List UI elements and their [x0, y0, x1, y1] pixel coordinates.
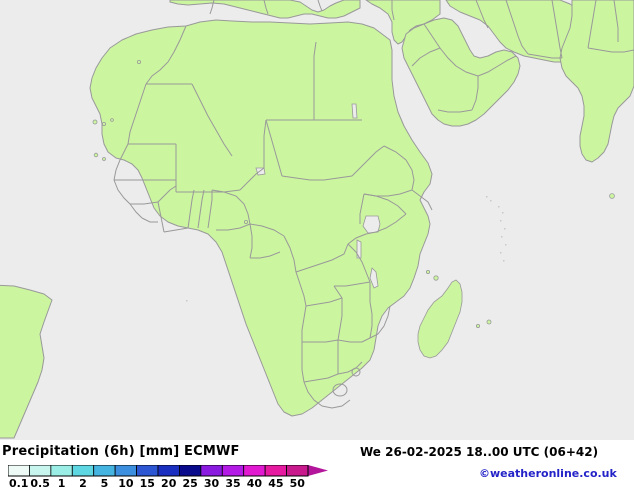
landmass-south-america: [0, 284, 53, 439]
colorbar-tick-label: 30: [204, 477, 220, 489]
country-eswatini: [351, 367, 361, 377]
colorbar-segment[interactable]: [93, 465, 116, 477]
colorbar-segment[interactable]: [8, 465, 30, 477]
island-sri-lanka: [609, 193, 615, 199]
colorbar-tick-label: 15: [140, 477, 155, 489]
map-panel[interactable]: [0, 0, 634, 440]
copyright-credit: ©weatheronline.co.uk: [479, 467, 617, 480]
colorbar-overflow-arrow: [308, 465, 328, 476]
country-lesotho: [332, 383, 348, 397]
colorbar-segment[interactable]: [264, 465, 287, 477]
colorbar-segment[interactable]: [286, 465, 309, 477]
europe-borders: [209, 0, 395, 21]
island-madagascar: [417, 279, 463, 359]
colorbar-segment[interactable]: [136, 465, 159, 477]
ocean-detail-marks: [186, 196, 507, 302]
landmass-southern-europe: [169, 0, 361, 19]
lake-chad: [255, 167, 266, 176]
island-canary-1: [92, 119, 98, 125]
arabia-borders: [411, 23, 517, 113]
colorbar-segment[interactable]: [29, 465, 52, 477]
island-sao-tome: [243, 219, 248, 224]
india-borders: [587, 0, 634, 53]
colorbar-tick-label: 0.1: [9, 477, 29, 489]
colorbar-segment[interactable]: [114, 465, 137, 477]
colorbar-segment[interactable]: [179, 465, 202, 477]
lake-nasser: [351, 103, 358, 119]
colorbar-tick-label: 25: [182, 477, 197, 489]
map-canvas[interactable]: [0, 0, 634, 440]
island-cape-verde-2: [102, 157, 106, 161]
colorbar-tick-labels: 0.1 0.5 1 2 5 10 15 20 25 30 35 40 45 50: [9, 477, 305, 489]
landmass-africa: [89, 19, 433, 417]
colorbar-tick-label: 1: [58, 477, 66, 489]
colorbar-tick-label: 40: [247, 477, 263, 489]
colorbar-canvas[interactable]: 0.1 0.5 1 2 5 10 15 20 25 30 35 40 45 50: [8, 465, 328, 489]
colorbar-segment[interactable]: [221, 465, 245, 477]
legend-panel: Precipitation (6h) [mm] ECMWF We 26-02-2…: [0, 440, 634, 490]
landmass-india: [559, 0, 634, 163]
colorbar-tick-label: 0.5: [30, 477, 50, 489]
island-mayotte: [425, 269, 430, 274]
colorbar-swatches[interactable]: [8, 465, 309, 477]
lake-tanganyika: [356, 239, 362, 259]
colorbar-segment[interactable]: [50, 465, 73, 477]
country-borders: [113, 25, 433, 409]
colorbar-segment[interactable]: [243, 465, 266, 477]
island-canary-3: [110, 118, 114, 122]
lake-victoria: [362, 215, 381, 234]
island-comoros: [433, 275, 439, 281]
island-mauritius: [486, 319, 492, 325]
island-reunion: [475, 323, 480, 328]
island-canary-2: [102, 122, 107, 127]
colorbar-tick-label: 10: [118, 477, 134, 489]
colorbar-tick-label: 45: [268, 477, 283, 489]
colorbar-tick-label: 5: [101, 477, 109, 489]
lake-malawi: [369, 267, 379, 289]
colorbar-tick-label: 35: [225, 477, 240, 489]
colorbar-outline: [8, 465, 309, 477]
colorbar-tick-label: 2: [79, 477, 87, 489]
colorbar-segment[interactable]: [71, 465, 95, 477]
forecast-timestamp: We 26-02-2025 18..00 UTC (06+42): [360, 445, 599, 459]
colorbar-segment[interactable]: [157, 465, 180, 477]
landmass-arabian-peninsula: [401, 17, 521, 127]
colorbar-tick-label: 50: [290, 477, 306, 489]
island-madeira: [136, 60, 141, 65]
colorbar-segment[interactable]: [200, 465, 223, 477]
iran-pakistan-borders: [475, 0, 563, 59]
island-cape-verde-1: [93, 152, 99, 158]
legend-title: Precipitation (6h) [mm] ECMWF: [2, 444, 240, 459]
colorbar-tick-label: 20: [161, 477, 177, 489]
colorbar[interactable]: 0.1 0.5 1 2 5 10 15 20 25 30 35 40 45 50: [8, 465, 328, 489]
